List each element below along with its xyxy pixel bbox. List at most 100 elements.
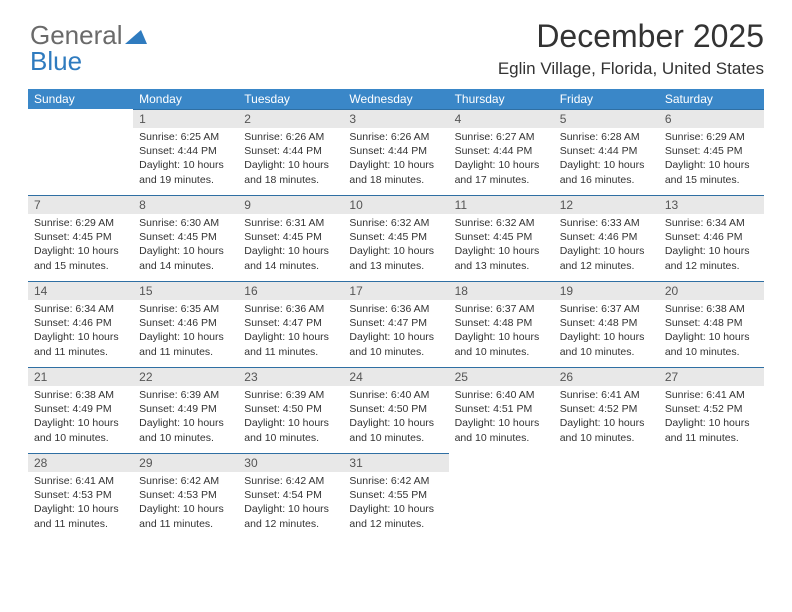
calendar-body: 1Sunrise: 6:25 AMSunset: 4:44 PMDaylight… [28,109,764,539]
day-sunset: Sunset: 4:45 PM [349,230,442,244]
day-number: 4 [449,109,554,128]
day-details: Sunrise: 6:35 AMSunset: 4:46 PMDaylight:… [133,300,238,365]
day-sunrise: Sunrise: 6:30 AM [139,216,232,230]
calendar-day-cell: 11Sunrise: 6:32 AMSunset: 4:45 PMDayligh… [449,195,554,281]
day-daylight: Daylight: 10 hours and 10 minutes. [455,416,548,444]
calendar-day-cell: 22Sunrise: 6:39 AMSunset: 4:49 PMDayligh… [133,367,238,453]
day-sunset: Sunset: 4:45 PM [244,230,337,244]
day-daylight: Daylight: 10 hours and 17 minutes. [455,158,548,186]
day-details: Sunrise: 6:42 AMSunset: 4:53 PMDaylight:… [133,472,238,537]
calendar-day-cell [28,109,133,195]
day-sunrise: Sunrise: 6:41 AM [665,388,758,402]
day-daylight: Daylight: 10 hours and 16 minutes. [560,158,653,186]
day-number: 2 [238,109,343,128]
day-sunset: Sunset: 4:46 PM [560,230,653,244]
day-daylight: Daylight: 10 hours and 10 minutes. [455,330,548,358]
day-sunrise: Sunrise: 6:31 AM [244,216,337,230]
day-sunset: Sunset: 4:46 PM [665,230,758,244]
day-details: Sunrise: 6:30 AMSunset: 4:45 PMDaylight:… [133,214,238,279]
calendar-day-cell: 19Sunrise: 6:37 AMSunset: 4:48 PMDayligh… [554,281,659,367]
weekday-header: Saturday [659,89,764,109]
day-daylight: Daylight: 10 hours and 14 minutes. [244,244,337,272]
calendar-day-cell: 15Sunrise: 6:35 AMSunset: 4:46 PMDayligh… [133,281,238,367]
calendar-day-cell: 3Sunrise: 6:26 AMSunset: 4:44 PMDaylight… [343,109,448,195]
day-daylight: Daylight: 10 hours and 11 minutes. [139,330,232,358]
calendar-week-row: 1Sunrise: 6:25 AMSunset: 4:44 PMDaylight… [28,109,764,195]
day-sunrise: Sunrise: 6:42 AM [139,474,232,488]
calendar-day-cell: 7Sunrise: 6:29 AMSunset: 4:45 PMDaylight… [28,195,133,281]
day-daylight: Daylight: 10 hours and 18 minutes. [244,158,337,186]
calendar-day-cell: 9 Sunrise: 6:31 AMSunset: 4:45 PMDaylight… [238,195,343,281]
day-daylight: Daylight: 10 hours and 11 minutes. [665,416,758,444]
day-daylight: Daylight: 10 hours and 15 minutes. [34,244,127,272]
day-sunrise: Sunrise: 6:33 AM [560,216,653,230]
day-sunrise: Sunrise: 6:39 AM [139,388,232,402]
day-number: 29 [133,453,238,472]
weekday-header: Friday [554,89,659,109]
day-sunset: Sunset: 4:50 PM [349,402,442,416]
calendar-day-cell: 1Sunrise: 6:25 AMSunset: 4:44 PMDaylight… [133,109,238,195]
calendar-day-cell: 30Sunrise: 6:42 AMSunset: 4:54 PMDayligh… [238,453,343,539]
day-sunrise: Sunrise: 6:42 AM [244,474,337,488]
day-details: Sunrise: 6:26 AMSunset: 4:44 PMDaylight:… [343,128,448,193]
day-sunset: Sunset: 4:55 PM [349,488,442,502]
day-details: Sunrise: 6:41 AMSunset: 4:52 PMDaylight:… [554,386,659,451]
day-details: Sunrise: 6:36 AMSunset: 4:47 PMDaylight:… [238,300,343,365]
day-number: 17 [343,281,448,300]
day-details: Sunrise: 6:42 AMSunset: 4:54 PMDaylight:… [238,472,343,537]
day-sunset: Sunset: 4:50 PM [244,402,337,416]
weekday-header: Monday [133,89,238,109]
day-daylight: Daylight: 10 hours and 19 minutes. [139,158,232,186]
day-sunrise: Sunrise: 6:39 AM [244,388,337,402]
calendar-day-cell: 27Sunrise: 6:41 AMSunset: 4:52 PMDayligh… [659,367,764,453]
day-sunrise: Sunrise: 6:26 AM [244,130,337,144]
calendar-day-cell: 18Sunrise: 6:37 AMSunset: 4:48 PMDayligh… [449,281,554,367]
calendar-day-cell [554,453,659,539]
day-number: 25 [449,367,554,386]
day-sunset: Sunset: 4:44 PM [244,144,337,158]
calendar-day-cell: 8Sunrise: 6:30 AMSunset: 4:45 PMDaylight… [133,195,238,281]
day-number: 12 [554,195,659,214]
day-sunrise: Sunrise: 6:42 AM [349,474,442,488]
day-sunrise: Sunrise: 6:32 AM [455,216,548,230]
day-sunset: Sunset: 4:49 PM [34,402,127,416]
weekday-header: Tuesday [238,89,343,109]
day-number: 7 [28,195,133,214]
calendar-day-cell: 13Sunrise: 6:34 AMSunset: 4:46 PMDayligh… [659,195,764,281]
day-sunrise: Sunrise: 6:34 AM [665,216,758,230]
day-number: 18 [449,281,554,300]
day-details: Sunrise: 6:28 AMSunset: 4:44 PMDaylight:… [554,128,659,193]
calendar-day-cell [659,453,764,539]
day-sunset: Sunset: 4:48 PM [665,316,758,330]
day-number: 22 [133,367,238,386]
calendar-day-cell: 10Sunrise: 6:32 AMSunset: 4:45 PMDayligh… [343,195,448,281]
calendar-day-cell: 5Sunrise: 6:28 AMSunset: 4:44 PMDaylight… [554,109,659,195]
day-number: 26 [554,367,659,386]
day-daylight: Daylight: 10 hours and 10 minutes. [244,416,337,444]
day-sunset: Sunset: 4:45 PM [139,230,232,244]
day-number: 9 [238,195,343,214]
day-sunset: Sunset: 4:44 PM [349,144,442,158]
day-number: 10 [343,195,448,214]
day-sunrise: Sunrise: 6:35 AM [139,302,232,316]
day-sunrise: Sunrise: 6:37 AM [455,302,548,316]
day-sunset: Sunset: 4:45 PM [34,230,127,244]
day-daylight: Daylight: 10 hours and 12 minutes. [560,244,653,272]
calendar-day-cell: 17Sunrise: 6:36 AMSunset: 4:47 PMDayligh… [343,281,448,367]
day-details: Sunrise: 6:34 AMSunset: 4:46 PMDaylight:… [28,300,133,365]
day-details: Sunrise: 6:34 AMSunset: 4:46 PMDaylight:… [659,214,764,279]
day-sunrise: Sunrise: 6:40 AM [349,388,442,402]
day-sunset: Sunset: 4:45 PM [455,230,548,244]
day-details: Sunrise: 6:39 AMSunset: 4:49 PMDaylight:… [133,386,238,451]
day-number: 31 [343,453,448,472]
day-number: 24 [343,367,448,386]
day-number: 8 [133,195,238,214]
calendar-day-cell: 4Sunrise: 6:27 AMSunset: 4:44 PMDaylight… [449,109,554,195]
calendar-day-cell: 12 Sunrise: 6:33 AMSunset: 4:46 PMDayligh… [554,195,659,281]
day-details: Sunrise: 6:40 AMSunset: 4:51 PMDaylight:… [449,386,554,451]
day-sunset: Sunset: 4:48 PM [560,316,653,330]
day-sunrise: Sunrise: 6:29 AM [665,130,758,144]
day-daylight: Daylight: 10 hours and 15 minutes. [665,158,758,186]
day-details: Sunrise: 6:32 AMSunset: 4:45 PMDaylight:… [449,214,554,279]
day-sunset: Sunset: 4:46 PM [139,316,232,330]
